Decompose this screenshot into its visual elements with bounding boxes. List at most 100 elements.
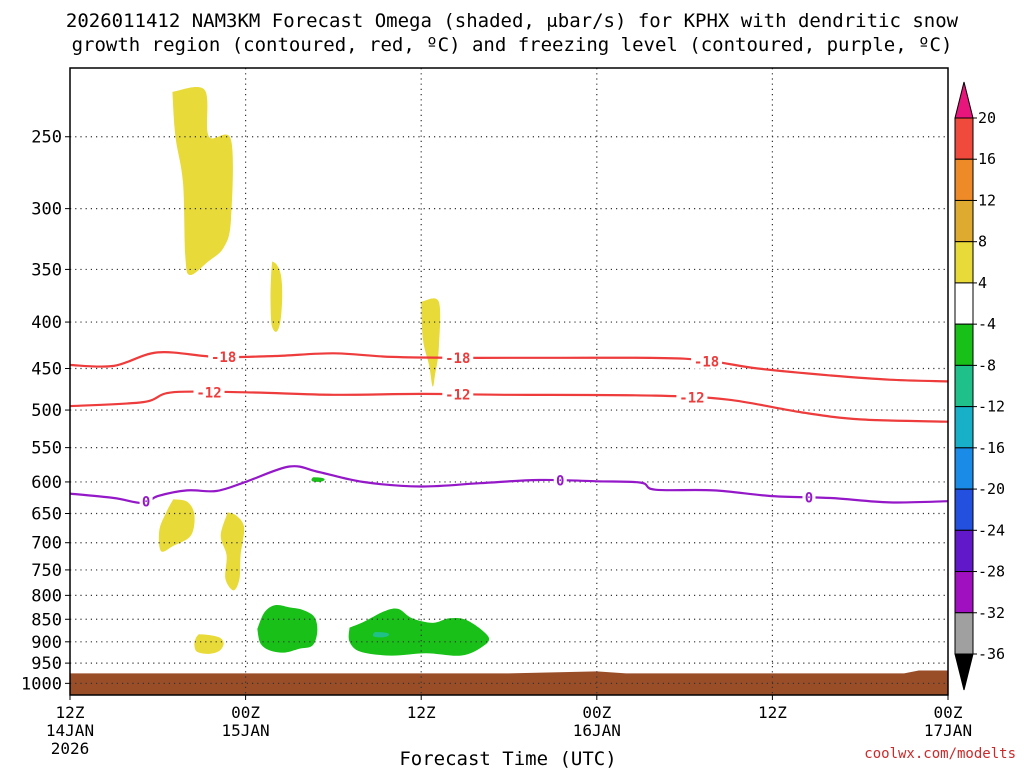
x-tick-label-12-1: 15JAN <box>222 721 270 740</box>
chart-title-line-1: 2026011412 NAM3KM Forecast Omega (shaded… <box>65 10 959 32</box>
x-axis-label: Forecast Time (UTC) <box>399 748 616 768</box>
y-tick-label-250: 250 <box>31 128 62 148</box>
colorbar-bin-3 <box>954 241 974 284</box>
colorbar-bin-2 <box>954 199 974 243</box>
x-tick-label-0-0: 12Z <box>56 703 85 722</box>
contour-label-bg-1-1 <box>442 387 474 402</box>
colorbar-bin-10 <box>954 529 974 573</box>
contour-label-bg-1-0 <box>193 385 225 400</box>
colorbar-label-9: -20 <box>978 480 1005 498</box>
contour-label-bg-1-2 <box>676 390 708 405</box>
x-tick-label-48-0: 12Z <box>758 703 787 722</box>
terrain-fill <box>70 670 948 695</box>
colorbar-label-7: -12 <box>978 398 1005 416</box>
plot-frame <box>69 67 949 696</box>
colorbar-label-2: 12 <box>978 191 996 209</box>
colorbar-bin-12 <box>954 612 974 655</box>
contour-label-2-2: 0 <box>805 490 813 506</box>
contour-label-bg-0-1 <box>442 350 474 365</box>
chart-title-line-2: growth region (contoured, red, ºC) and f… <box>71 34 953 56</box>
colorbar-label-5: -4 <box>978 315 996 333</box>
colorbar-bin-5 <box>954 323 974 366</box>
omega-region-9 <box>372 632 390 638</box>
y-tick-label-900: 900 <box>31 633 62 653</box>
y-tick-label-650: 650 <box>31 504 62 524</box>
colorbar-bottom-arrow <box>954 653 974 691</box>
contour-label-0-1: -18 <box>445 351 470 367</box>
source-credit: coolwx.com/modelts <box>864 746 1016 762</box>
colorbar-label-6: -8 <box>978 356 996 374</box>
y-tick-label-450: 450 <box>31 360 62 380</box>
colorbar-label-4: 4 <box>978 274 987 292</box>
contour-label-1-0: -12 <box>196 385 221 401</box>
y-tick-label-400: 400 <box>31 313 62 333</box>
colorbar-bin-0 <box>954 117 974 160</box>
x-tick-label-60-1: 17JAN <box>924 721 972 740</box>
colorbar-bin-9 <box>954 488 974 531</box>
omega-region-1 <box>270 261 283 332</box>
x-tick-label-36-0: 00Z <box>582 703 611 722</box>
grid-layer <box>70 68 948 695</box>
x-tick-label-12-0: 00Z <box>231 703 260 722</box>
colorbar-bin-8 <box>954 447 974 490</box>
omega-region-7 <box>257 604 318 653</box>
colorbar: 20 16 12 8 4 -4 -8 -12 -16 -20 -24 -28 -32 -36 <box>954 81 1005 691</box>
y-tick-label-300: 300 <box>31 200 62 220</box>
terrain-layer <box>70 670 948 695</box>
contour-1 <box>69 390 949 423</box>
y-tick-label-600: 600 <box>31 473 62 493</box>
contour-label-2-0: 0 <box>142 495 150 511</box>
colorbar-label-0: 20 <box>978 109 996 127</box>
colorbar-label-3: 8 <box>978 233 987 251</box>
contour-layer: -18 -18 -18 -12 -12 -12 0 0 0 <box>69 349 949 511</box>
contour-label-bg-0-2 <box>691 354 723 369</box>
x-tick-label-60-0: 00Z <box>934 703 963 722</box>
y-tick-label-350: 350 <box>31 260 62 280</box>
omega-shading-layer <box>158 86 490 656</box>
plot-border <box>69 67 949 696</box>
x-tick-label-24-0: 12Z <box>407 703 436 722</box>
y-tick-label-850: 850 <box>31 610 62 630</box>
contour-label-2-1: 0 <box>556 473 564 489</box>
colorbar-bin-6 <box>954 364 974 408</box>
omega-region-3 <box>158 499 195 552</box>
omega-region-6 <box>311 477 325 482</box>
contour-label-0-0: -18 <box>211 350 236 366</box>
axes-layer: 250 300 350 400 450 500 550 600 650 700 750 800 850 9… <box>21 128 972 758</box>
x-tick-label-0-1: 14JAN <box>46 721 94 740</box>
contour-label-bg-2-0 <box>139 494 153 509</box>
colorbar-label-10: -24 <box>978 521 1005 539</box>
colorbar-label-13: -36 <box>978 645 1005 663</box>
y-tick-label-800: 800 <box>31 586 62 606</box>
colorbar-top-arrow <box>954 81 974 119</box>
contour-label-0-2: -18 <box>694 355 719 371</box>
omega-region-5 <box>194 634 224 654</box>
contour-label-bg-2-2 <box>802 490 816 505</box>
contour-label-1-2: -12 <box>679 391 704 407</box>
y-tick-label-550: 550 <box>31 439 62 459</box>
colorbar-label-1: 16 <box>978 150 996 168</box>
colorbar-bin-7 <box>954 406 974 449</box>
contour-0 <box>69 351 949 383</box>
colorbar-label-12: -32 <box>978 604 1005 622</box>
y-tick-label-700: 700 <box>31 534 62 554</box>
x-tick-label-0-2: 2026 <box>51 739 90 758</box>
contour-label-bg-2-1 <box>553 473 567 488</box>
colorbar-label-11: -28 <box>978 563 1005 581</box>
omega-region-0 <box>172 86 233 276</box>
colorbar-bin-1 <box>954 158 974 201</box>
omega-region-8 <box>348 608 490 656</box>
omega-region-4 <box>220 512 245 591</box>
y-tick-label-750: 750 <box>31 561 62 581</box>
contour-label-bg-0-0 <box>208 349 240 364</box>
y-tick-label-950: 950 <box>31 654 62 674</box>
contour-label-1-1: -12 <box>445 387 470 403</box>
y-tick-label-500: 500 <box>31 401 62 421</box>
omega-region-2 <box>421 298 441 387</box>
x-tick-label-36-1: 16JAN <box>573 721 621 740</box>
contour-2 <box>69 465 949 505</box>
y-tick-label-1000: 1000 <box>21 674 62 694</box>
colorbar-bin-11 <box>954 571 974 614</box>
colorbar-bin-4 <box>954 282 974 325</box>
